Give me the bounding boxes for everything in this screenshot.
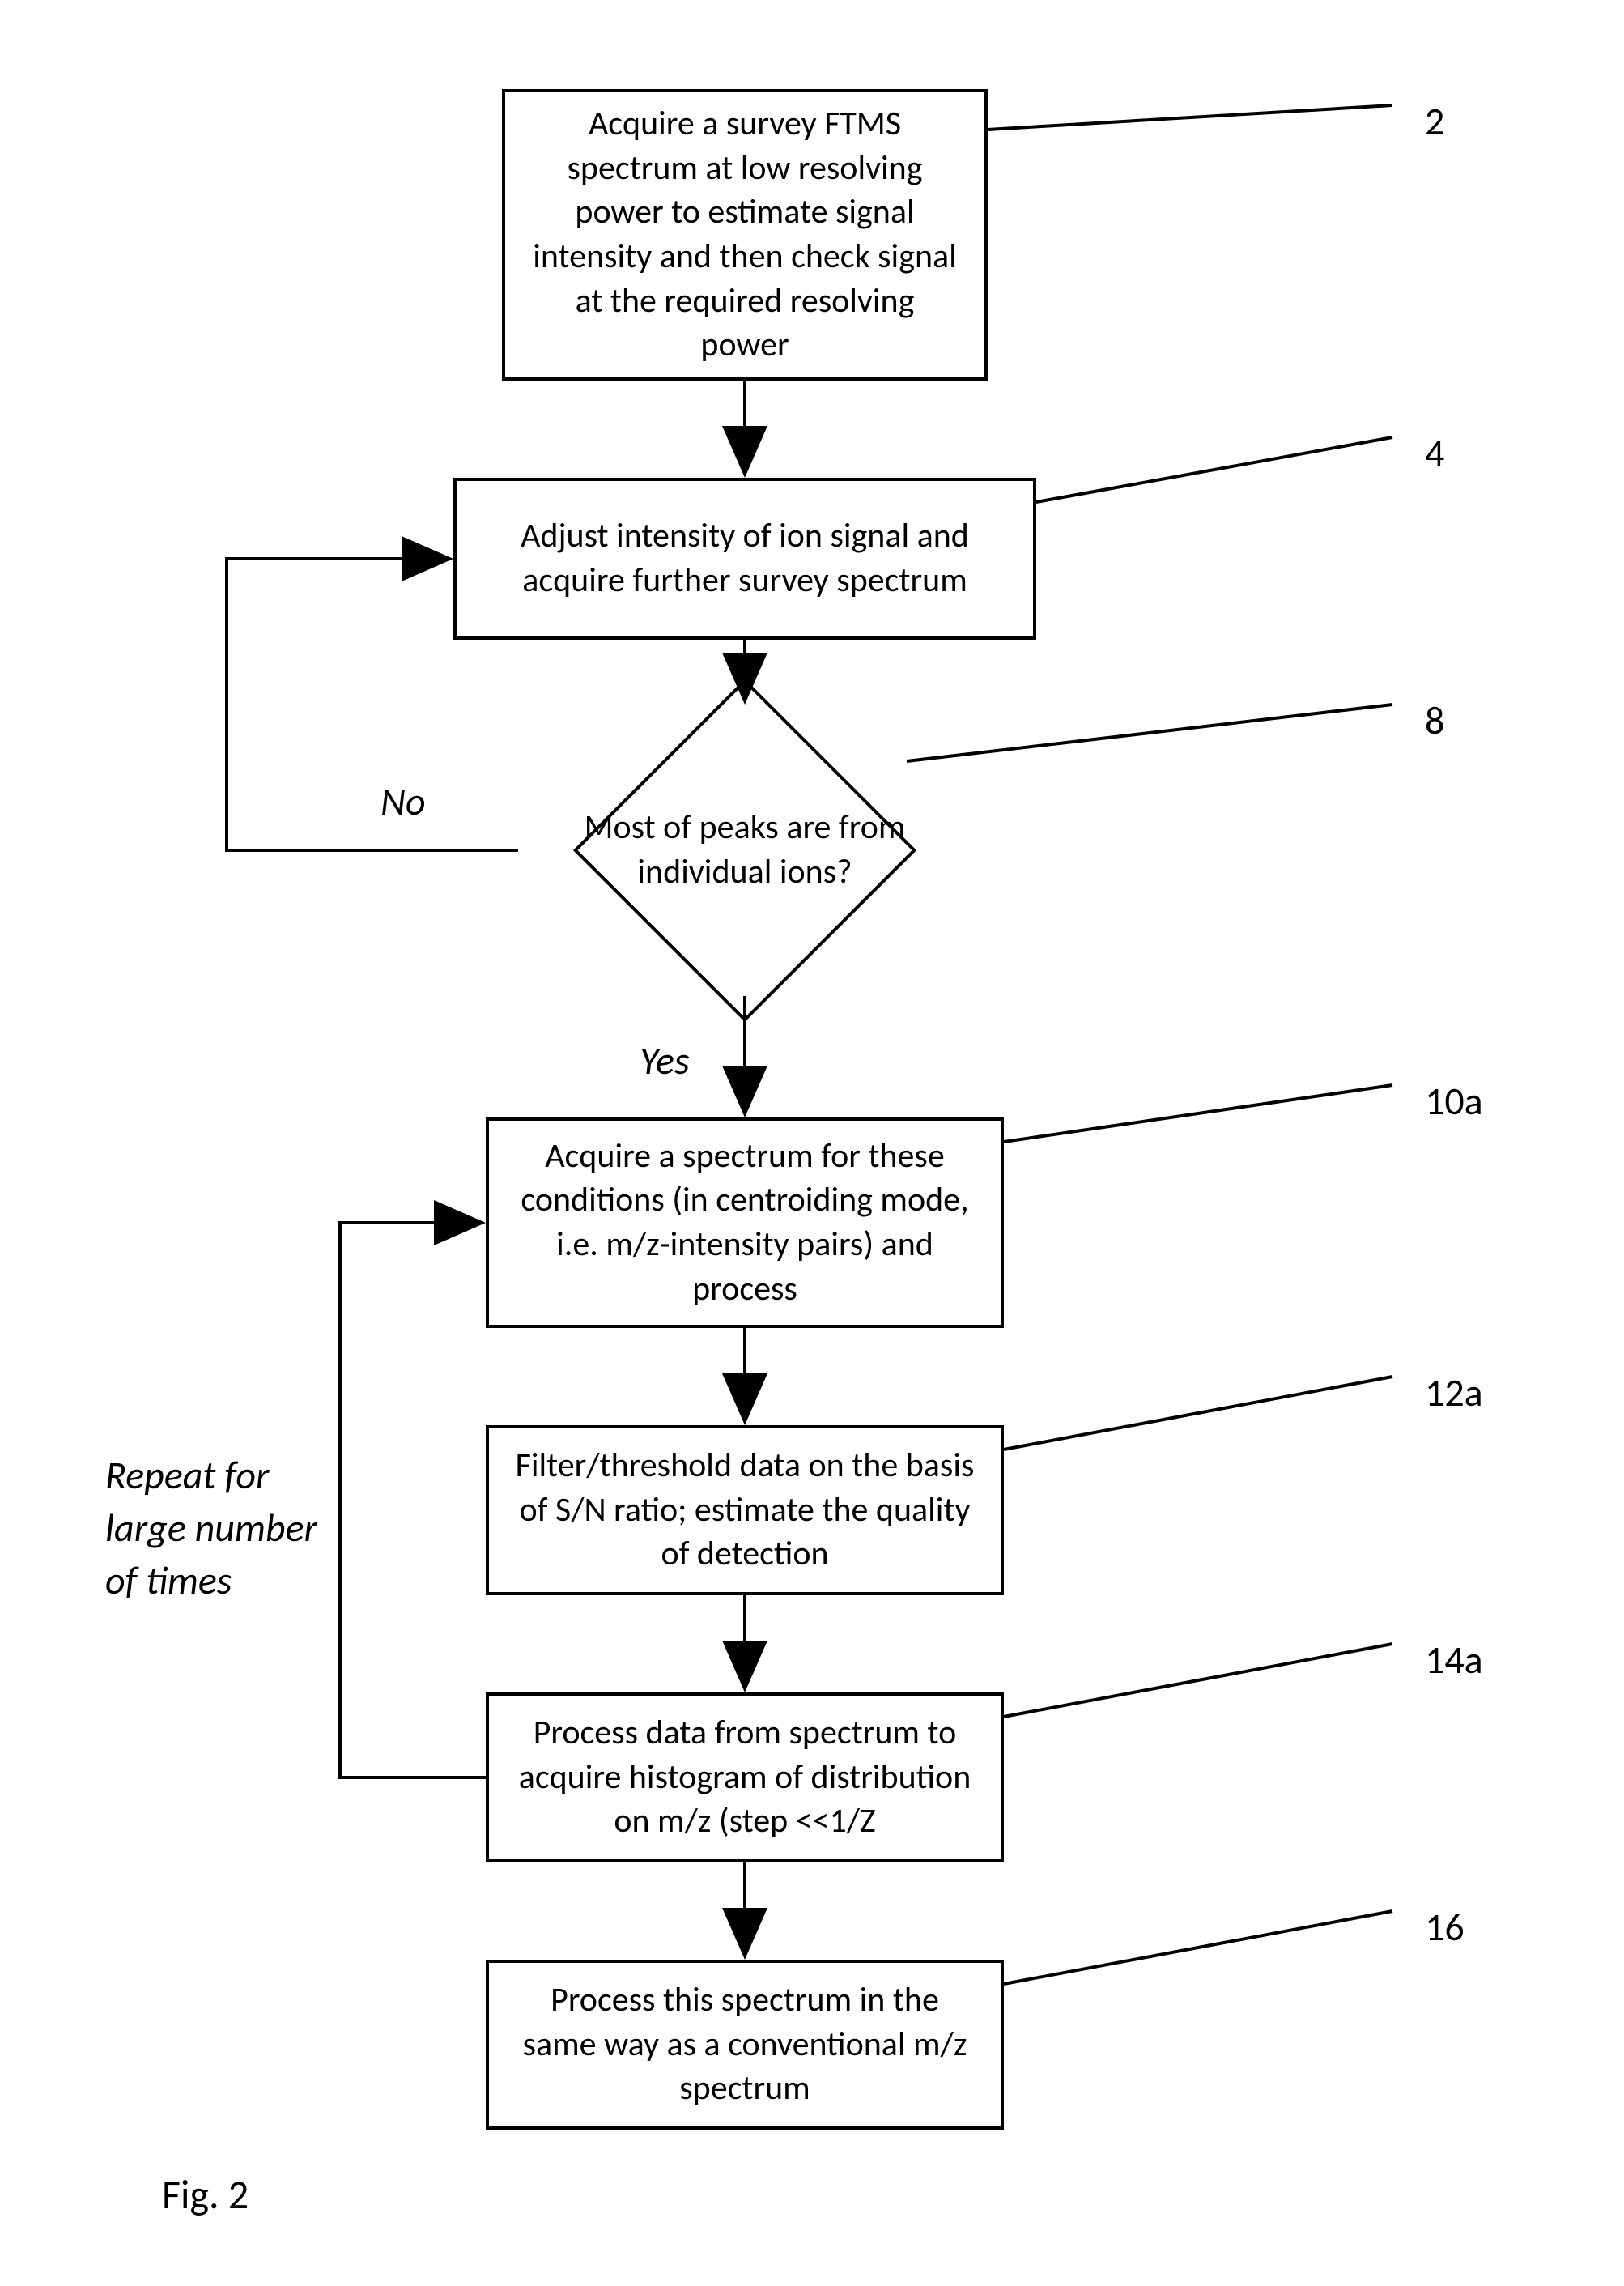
edge-label-no: No [380,777,426,825]
callout-line-14a [1004,1644,1392,1717]
callout-12a: 12a [1425,1369,1483,1416]
callout-2: 2 [1425,97,1444,145]
callout-line-10a [1004,1085,1392,1142]
box-text: Adjust intensity of ion signal and acqui… [481,514,1009,602]
callout-line-4 [1036,437,1392,502]
edge-label-yes: Yes [640,1037,690,1084]
callout-line-2 [988,105,1392,130]
box-text: Process this spectrum in the same way as… [513,1978,976,2111]
callout-10a: 10a [1425,1077,1483,1125]
figure-label: Fig. 2 [162,2170,249,2220]
callout-8: 8 [1425,696,1444,744]
box-text: Filter/threshold data on the basis of S/… [513,1444,976,1577]
callout-line-12a [1004,1377,1392,1450]
callout-16: 16 [1425,1903,1465,1951]
decision-text: Most of peaks are from individual ions? [583,753,907,947]
box-text: Process data from spectrum to acquire hi… [513,1711,976,1844]
process-box-2: Acquire a survey FTMS spectrum at low re… [502,89,988,381]
callout-line-8 [907,705,1392,761]
repeat-loop [340,1223,486,1777]
process-box-10a: Acquire a spectrum for these conditions … [486,1117,1004,1328]
callout-line-16 [1004,1911,1392,1984]
side-note: Repeat for large number of times [105,1450,317,1607]
box-text: Acquire a spectrum for these conditions … [513,1134,976,1311]
callout-14a: 14a [1425,1636,1483,1684]
process-box-12a: Filter/threshold data on the basis of S/… [486,1425,1004,1595]
process-box-4: Adjust intensity of ion signal and acqui… [453,478,1036,640]
process-box-16: Process this spectrum in the same way as… [486,1960,1004,2130]
box-text: Acquire a survey FTMS spectrum at low re… [529,102,960,368]
callout-4: 4 [1425,429,1444,477]
process-box-14a: Process data from spectrum to acquire hi… [486,1692,1004,1862]
